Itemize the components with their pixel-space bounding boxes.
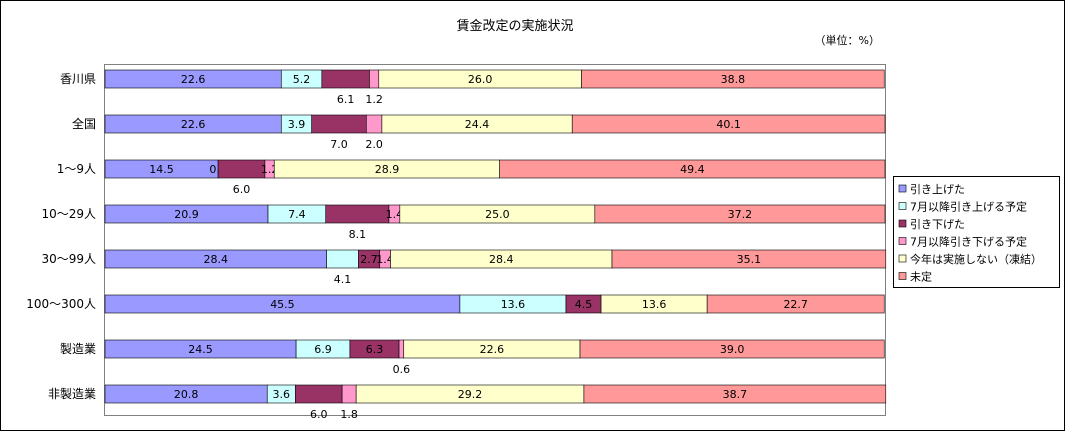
bars-layer: 22.6 5.2 6.1 1.2 26.0 38.8 22.6 3.9 7.0 2.0 24.4 40… (104, 69, 887, 421)
legend-swatch (898, 202, 907, 210)
data-label: 25.0 (485, 208, 510, 221)
data-label: 1.2 (365, 93, 383, 106)
bar-segment (365, 114, 383, 134)
legend-swatch (898, 184, 907, 193)
legend-entry: 今年は実施しない（凍結） (910, 252, 1042, 266)
data-label: 22.6 (181, 118, 206, 131)
data-label: 35.1 (737, 253, 762, 266)
legend-entry: 7月以降引き上げる予定 (910, 200, 1027, 214)
bar-segment (581, 69, 885, 89)
data-label: 1.4 (376, 253, 394, 266)
data-label: 13.6 (501, 298, 526, 311)
data-label: 28.4 (489, 253, 514, 266)
data-label: 22.6 (480, 343, 505, 356)
category-label: 非製造業 (48, 387, 96, 401)
data-label: 5.2 (293, 73, 311, 86)
category-label: 1～9人 (57, 162, 96, 176)
data-label: 7.0 (330, 138, 348, 151)
bar-segment (594, 204, 886, 224)
bar-segment (398, 339, 405, 359)
data-label: 28.4 (204, 253, 229, 266)
data-label: 7.4 (288, 208, 306, 221)
legend-entry: 未定 (910, 270, 932, 284)
bar-segment (326, 249, 359, 269)
chart-title: 賃金改定の実施状況 (456, 18, 573, 34)
data-label: 40.1 (716, 118, 741, 131)
legend-entry: 引き上げた (910, 182, 965, 196)
legend-box (893, 176, 1060, 288)
data-label: 24.5 (188, 343, 213, 356)
bar-segment (499, 159, 886, 179)
bar-segment (295, 384, 343, 404)
data-label: 22.7 (783, 298, 808, 311)
data-label: 2.0 (365, 138, 383, 151)
data-label: 4.5 (575, 298, 593, 311)
data-label: 22.6 (181, 73, 206, 86)
data-label: 24.4 (465, 118, 490, 131)
data-label: 6.0 (233, 183, 251, 196)
bar-segment (325, 204, 390, 224)
data-label: 4.1 (334, 273, 352, 286)
data-label: 1.4 (386, 208, 404, 221)
data-label: 28.9 (375, 163, 400, 176)
data-label: 6.3 (366, 343, 384, 356)
unit-label: （単位：%） (815, 33, 880, 47)
data-label: 20.9 (174, 208, 199, 221)
bar-segment (611, 249, 887, 269)
legend-swatch (898, 237, 907, 245)
category-label: 全国 (72, 116, 96, 131)
data-label: 6.0 (310, 408, 328, 421)
bar-segment (706, 294, 885, 314)
data-label: 2.7 (360, 253, 378, 266)
data-label: 8.1 (349, 228, 367, 241)
data-label: 3.6 (273, 388, 291, 401)
legend-swatch (898, 272, 907, 280)
category-label: 100～300人 (26, 297, 96, 311)
legend-swatch (898, 254, 907, 263)
bar-segment (321, 69, 370, 89)
data-label: 37.2 (728, 208, 753, 221)
category-label: 香川県 (60, 72, 96, 86)
category-label: 30～99人 (41, 252, 96, 266)
data-label: 39.0 (720, 343, 745, 356)
legend-entry: 7月以降引き下げる予定 (910, 235, 1027, 249)
data-label: 26.0 (468, 73, 493, 86)
data-label: 1.2 (261, 163, 279, 176)
data-label: 0.6 (393, 363, 411, 376)
data-label: 14.5 (149, 163, 174, 176)
data-label: 6.1 (337, 93, 355, 106)
legend-entry: 引き下げた (910, 217, 965, 231)
category-label: 製造業 (60, 342, 96, 356)
bar-segment (571, 114, 886, 134)
data-label: 49.4 (680, 163, 705, 176)
bar-segment (217, 159, 266, 179)
category-label: 10～29人 (41, 207, 96, 221)
data-label: 20.8 (174, 388, 199, 401)
data-label: 38.8 (721, 73, 746, 86)
bar-segment (583, 384, 887, 404)
data-label: 38.7 (723, 388, 748, 401)
data-label: 6.9 (314, 343, 332, 356)
data-label: 1.8 (340, 408, 358, 421)
data-label: 45.5 (270, 298, 295, 311)
data-label: 3.9 (288, 118, 306, 131)
data-label: 13.6 (642, 298, 667, 311)
bar-segment (579, 339, 885, 359)
bar-segment (341, 384, 357, 404)
legend-swatch (898, 219, 907, 228)
data-label: 29.2 (458, 388, 483, 401)
bar-segment (311, 114, 367, 134)
bar-segment (369, 69, 380, 89)
